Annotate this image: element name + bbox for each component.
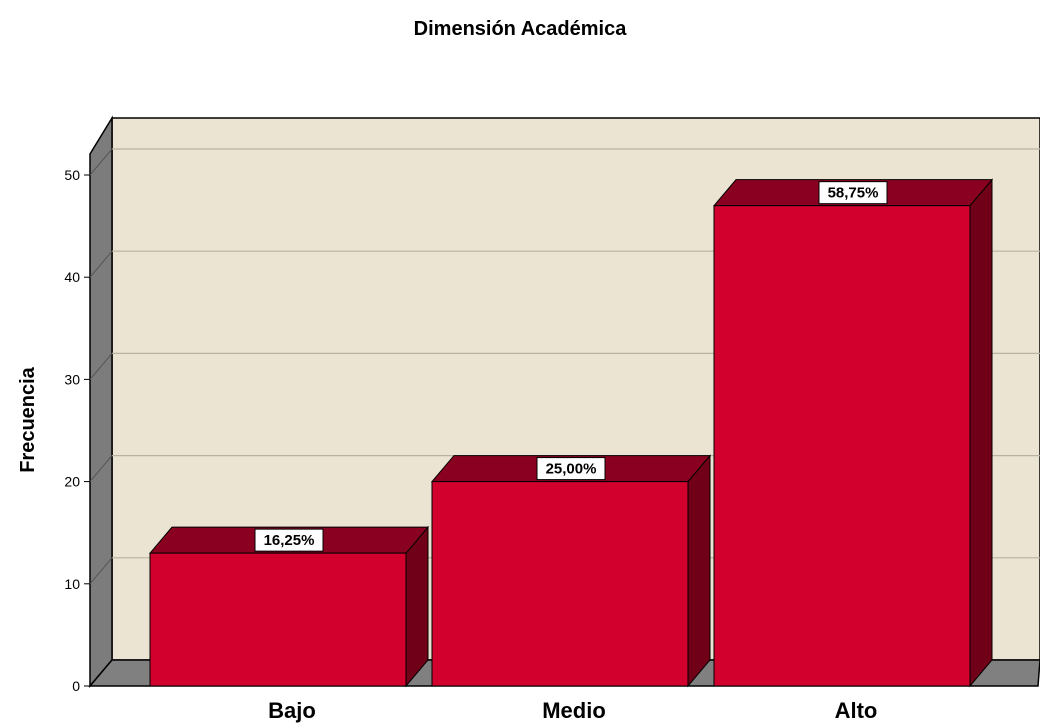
gridline-side — [89, 148, 113, 176]
data-label-box — [818, 181, 888, 205]
y-tick-label: 0 — [72, 678, 80, 694]
bar-alto — [713, 205, 971, 687]
chart-title: Dimensión Académica — [413, 18, 627, 40]
y-tick-label: 30 — [64, 371, 80, 387]
data-label-box — [254, 528, 324, 552]
bar-side-bajo — [405, 525, 429, 688]
data-label-box — [536, 457, 606, 481]
gridline-side — [89, 250, 113, 278]
bar-medio — [431, 481, 689, 687]
gridline-side — [89, 455, 113, 482]
gridline-side — [89, 353, 113, 380]
bar-side-alto — [969, 178, 993, 688]
category-label: Bajo — [268, 698, 316, 723]
gridline-side — [89, 557, 113, 585]
category-label: Alto — [835, 698, 878, 723]
y-axis-ticks: 0 10 20 30 40 50 — [64, 167, 90, 694]
y-tick-label: 20 — [64, 474, 80, 490]
bar-bajo — [149, 552, 407, 687]
category-label: Medio — [542, 698, 606, 723]
bars — [148, 178, 994, 688]
y-tick-label: 10 — [64, 576, 80, 592]
y-axis-label: Frecuencia — [17, 366, 39, 472]
bar-side-medio — [687, 454, 711, 688]
y-tick-label: 50 — [64, 167, 80, 183]
data-label: 25,00% — [546, 461, 597, 478]
y-tick-label: 40 — [64, 269, 80, 285]
data-labels: 16,25% 25,00% 58,75% — [254, 181, 888, 552]
category-labels: Bajo Medio Alto — [268, 698, 877, 723]
data-label: 58,75% — [828, 185, 879, 202]
side-wall — [89, 115, 113, 689]
data-label: 16,25% — [264, 532, 315, 549]
